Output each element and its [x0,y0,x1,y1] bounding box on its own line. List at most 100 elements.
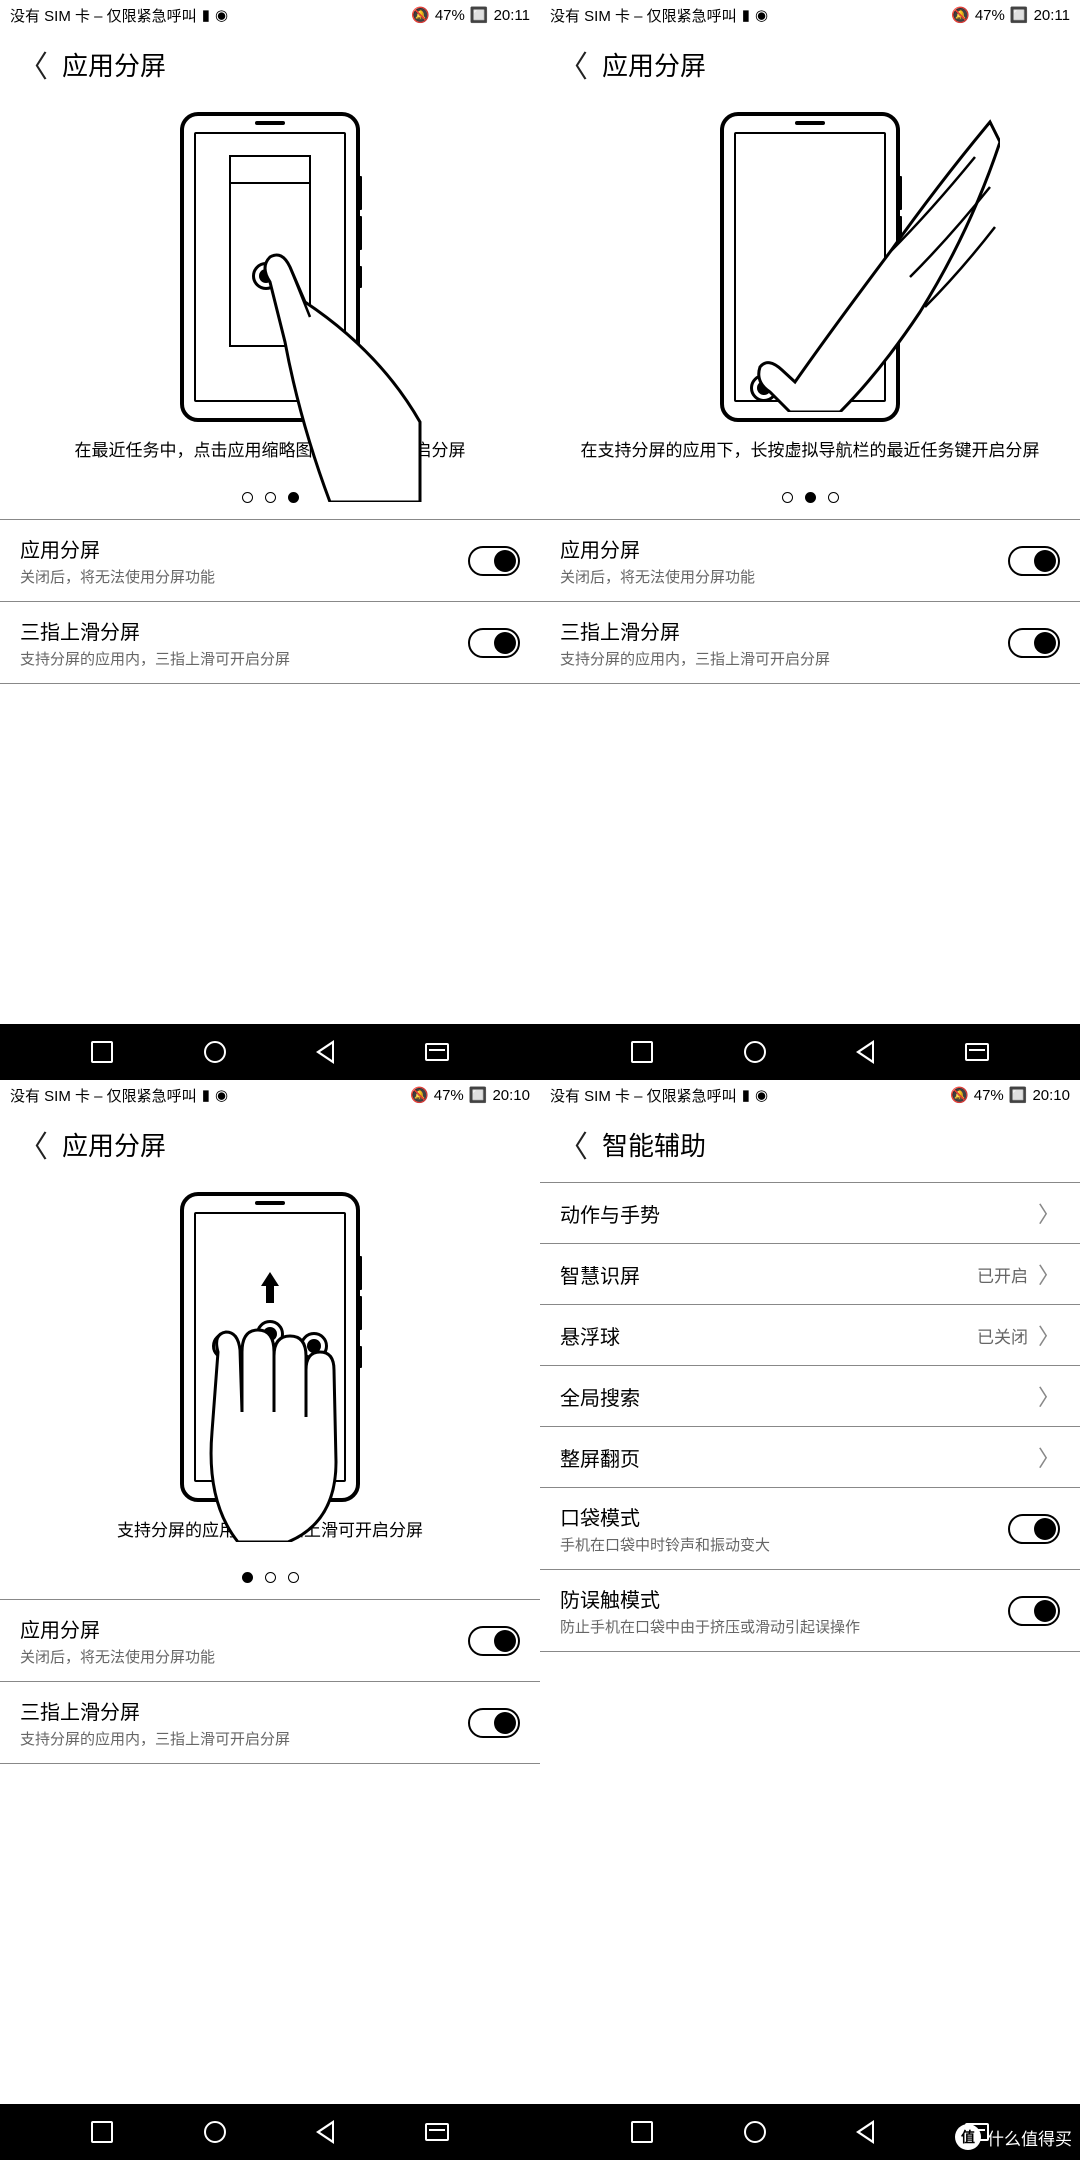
row-full-page[interactable]: 整屏翻页 〉 [540,1427,1080,1488]
sim-status: 没有 SIM 卡 – 仅限紧急呼叫 [10,1085,197,1106]
nav-recents-button[interactable] [631,2121,653,2143]
nav-back-button[interactable] [316,2120,334,2144]
nav-recents-button[interactable] [631,1041,653,1063]
nav-back-button[interactable] [856,2120,874,2144]
nav-split-button[interactable] [425,1043,449,1061]
nav-home-button[interactable] [204,2121,226,2143]
row-sub: 关闭后，将无法使用分屏功能 [20,1646,215,1667]
clock: 20:10 [1032,1087,1070,1104]
toggle-three-finger[interactable] [1008,628,1060,658]
row-title: 三指上滑分屏 [560,616,830,645]
nav-back-button[interactable] [316,1040,334,1064]
toggle-mistouch[interactable] [1008,1596,1060,1626]
card-icon: ▮ [742,6,750,24]
row-app-split[interactable]: 应用分屏关闭后，将无法使用分屏功能 [540,519,1080,602]
row-value: 已开启 [977,1262,1028,1287]
row-title: 三指上滑分屏 [20,1696,290,1725]
row-float-ball[interactable]: 悬浮球 已关闭〉 [540,1305,1080,1366]
mute-icon: 🔕 [410,1086,429,1104]
illustration [540,102,1080,428]
toggle-app-split[interactable] [1008,546,1060,576]
back-button[interactable]: 〈 [18,1122,48,1166]
wifi-icon: ◉ [755,1086,768,1104]
arrow-up-icon [261,1272,279,1286]
row-value: 已关闭 [977,1323,1028,1348]
row-sub: 支持分屏的应用内，三指上滑可开启分屏 [560,648,830,669]
row-gestures[interactable]: 动作与手势 〉 [540,1182,1080,1244]
row-title: 三指上滑分屏 [20,616,290,645]
back-button[interactable]: 〈 [558,1122,588,1166]
watermark: 值 什么值得买 [955,2124,1072,2150]
page-indicator [0,1564,540,1599]
back-button[interactable]: 〈 [558,42,588,86]
row-title: 悬浮球 [560,1321,620,1350]
panel-split-threefinger: 没有 SIM 卡 – 仅限紧急呼叫▮◉ 🔕47%🔲20:10 〈 应用分屏 支持… [0,1080,540,2104]
nav-split-button[interactable] [965,1043,989,1061]
nav-split-button[interactable] [425,2123,449,2141]
toggle-pocket-mode[interactable] [1008,1514,1060,1544]
row-title: 动作与手势 [560,1199,660,1228]
chevron-right-icon: 〉 [1038,1319,1060,1351]
row-title: 口袋模式 [560,1502,770,1531]
wifi-icon: ◉ [215,1086,228,1104]
row-smart-screen[interactable]: 智慧识屏 已开启〉 [540,1244,1080,1305]
nav-home-button[interactable] [744,2121,766,2143]
card-icon: ▮ [202,6,210,24]
status-bar: 没有 SIM 卡 – 仅限紧急呼叫▮◉ 🔕47%🔲20:11 [540,0,1080,30]
dot[interactable] [265,1572,276,1583]
dot-active[interactable] [242,1572,253,1583]
nav-back-button[interactable] [856,1040,874,1064]
dot-active[interactable] [805,492,816,503]
chevron-right-icon: 〉 [1038,1441,1060,1473]
row-title: 智慧识屏 [560,1260,640,1289]
toggle-three-finger[interactable] [468,1708,520,1738]
row-title: 应用分屏 [560,534,755,563]
row-title: 应用分屏 [20,1614,215,1643]
panel-smart-assist: 没有 SIM 卡 – 仅限紧急呼叫▮◉ 🔕47%🔲20:10 〈 智能辅助 动作… [540,1080,1080,2104]
row-sub: 手机在口袋中时铃声和振动变大 [560,1534,770,1555]
row-title: 应用分屏 [20,534,215,563]
sim-status: 没有 SIM 卡 – 仅限紧急呼叫 [550,1085,737,1106]
page-title: 应用分屏 [602,46,706,83]
row-sub: 关闭后，将无法使用分屏功能 [20,566,215,587]
battery-pct: 47% [974,1087,1004,1104]
chevron-right-icon: 〉 [1038,1258,1060,1290]
watermark-badge-icon: 值 [955,2124,981,2150]
dot[interactable] [828,492,839,503]
header: 〈 应用分屏 [0,1110,540,1182]
watermark-text: 什么值得买 [987,2125,1072,2150]
header: 〈 智能辅助 [540,1110,1080,1182]
row-sub: 支持分屏的应用内，三指上滑可开启分屏 [20,1728,290,1749]
battery-pct: 47% [434,1087,464,1104]
nav-home-button[interactable] [744,1041,766,1063]
row-three-finger[interactable]: 三指上滑分屏支持分屏的应用内，三指上滑可开启分屏 [0,1682,540,1764]
back-button[interactable]: 〈 [18,42,48,86]
toggle-three-finger[interactable] [468,628,520,658]
nav-recents-button[interactable] [91,2121,113,2143]
nav-home-button[interactable] [204,1041,226,1063]
sim-status: 没有 SIM 卡 – 仅限紧急呼叫 [10,5,197,26]
row-global-search[interactable]: 全局搜索 〉 [540,1366,1080,1427]
row-title: 全局搜索 [560,1382,640,1411]
nav-recents-button[interactable] [91,1041,113,1063]
panel-split-recents: 没有 SIM 卡 – 仅限紧急呼叫▮◉ 🔕47%🔲20:11 〈 应用分屏 在最… [0,0,540,1024]
row-title: 防误触模式 [560,1584,860,1613]
row-three-finger[interactable]: 三指上滑分屏支持分屏的应用内，三指上滑可开启分屏 [540,602,1080,684]
page-title: 智能辅助 [602,1126,706,1163]
page-title: 应用分屏 [62,46,166,83]
row-mistouch[interactable]: 防误触模式防止手机在口袋中由于挤压或滑动引起误操作 [540,1570,1080,1652]
row-sub: 关闭后，将无法使用分屏功能 [560,566,755,587]
toggle-app-split[interactable] [468,1626,520,1656]
dot[interactable] [288,1572,299,1583]
row-three-finger[interactable]: 三指上滑分屏支持分屏的应用内，三指上滑可开启分屏 [0,602,540,684]
chevron-right-icon: 〉 [1038,1380,1060,1412]
row-pocket-mode[interactable]: 口袋模式手机在口袋中时铃声和振动变大 [540,1488,1080,1570]
status-bar: 没有 SIM 卡 – 仅限紧急呼叫▮◉ 🔕47%🔲20:10 [540,1080,1080,1110]
dot[interactable] [782,492,793,503]
toggle-app-split[interactable] [468,546,520,576]
row-app-split[interactable]: 应用分屏关闭后，将无法使用分屏功能 [0,519,540,602]
wifi-icon: ◉ [755,6,768,24]
mute-icon: 🔕 [950,1086,969,1104]
illustration [0,1182,540,1508]
row-app-split[interactable]: 应用分屏关闭后，将无法使用分屏功能 [0,1599,540,1682]
